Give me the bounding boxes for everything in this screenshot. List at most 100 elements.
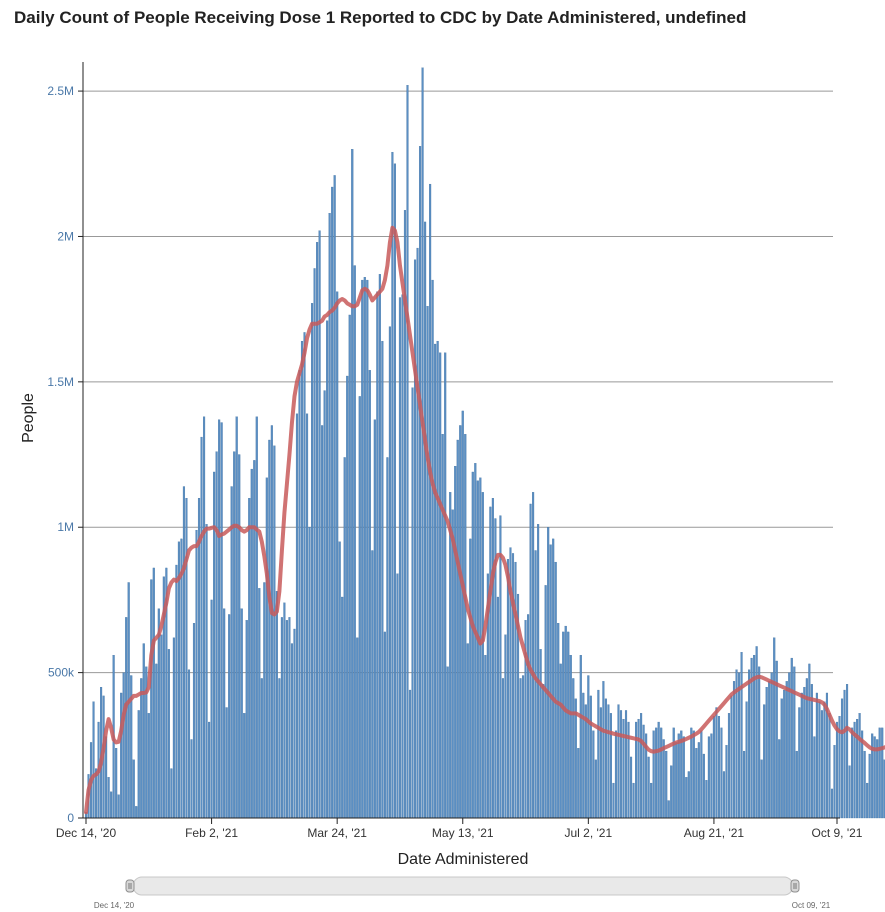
bar[interactable] [431, 279, 434, 819]
bar[interactable] [763, 704, 766, 819]
range-selector-track[interactable] [132, 876, 794, 896]
bar[interactable] [338, 541, 341, 819]
bar[interactable] [120, 692, 123, 819]
average-line[interactable] [84, 225, 885, 815]
bar[interactable] [820, 710, 823, 819]
bar[interactable] [255, 416, 258, 819]
bar[interactable] [250, 468, 253, 819]
bar[interactable] [547, 527, 550, 819]
bar[interactable] [514, 561, 517, 819]
bar[interactable] [187, 669, 191, 819]
bar[interactable] [577, 748, 580, 819]
bar[interactable] [529, 503, 532, 819]
bar[interactable] [690, 727, 693, 819]
bar[interactable] [295, 413, 299, 819]
bar[interactable] [602, 681, 605, 819]
bar[interactable] [795, 750, 798, 819]
bar[interactable] [323, 390, 326, 819]
bar[interactable] [147, 713, 150, 819]
bar[interactable] [346, 375, 349, 819]
bar[interactable] [552, 538, 555, 819]
bar[interactable] [715, 707, 718, 819]
bar[interactable] [406, 85, 409, 819]
bar[interactable] [220, 422, 223, 819]
bar[interactable] [866, 782, 869, 819]
bar[interactable] [574, 698, 577, 819]
bar[interactable] [717, 716, 721, 819]
bar[interactable] [815, 692, 818, 819]
bar[interactable] [366, 279, 369, 819]
bar[interactable] [665, 750, 668, 819]
bar[interactable] [770, 672, 773, 819]
bar[interactable] [778, 739, 781, 819]
bar[interactable] [614, 730, 618, 819]
bar[interactable] [484, 655, 487, 819]
bar[interactable] [534, 550, 537, 819]
bar[interactable] [202, 416, 206, 819]
bar[interactable] [413, 259, 417, 819]
bar[interactable] [732, 681, 736, 819]
bar[interactable] [328, 213, 331, 819]
bar[interactable] [313, 268, 316, 819]
range-selector[interactable]: Dec 14, '20 Oct 09, '21 [94, 876, 831, 910]
bar[interactable] [818, 701, 821, 819]
bar[interactable] [544, 585, 547, 819]
bar[interactable] [353, 265, 356, 819]
bar[interactable] [290, 643, 294, 819]
bar[interactable] [205, 524, 208, 819]
bar[interactable] [768, 681, 771, 819]
bar[interactable] [303, 332, 306, 819]
bar[interactable] [137, 710, 140, 819]
bar[interactable] [451, 509, 454, 819]
bar[interactable] [356, 637, 359, 819]
bar[interactable] [343, 457, 346, 819]
bar[interactable] [647, 756, 650, 819]
bar[interactable] [195, 529, 198, 819]
bar[interactable] [840, 698, 844, 819]
bar[interactable] [408, 689, 412, 819]
bar[interactable] [632, 782, 635, 819]
bar[interactable] [208, 721, 211, 819]
bar[interactable] [341, 596, 344, 819]
bar[interactable] [358, 396, 361, 819]
bar[interactable] [853, 721, 856, 819]
bar[interactable] [157, 608, 160, 819]
bar[interactable] [115, 748, 118, 819]
bar[interactable] [283, 602, 286, 819]
bar[interactable] [444, 352, 447, 819]
bar[interactable] [790, 657, 793, 819]
bar[interactable] [589, 695, 592, 819]
bar[interactable] [506, 559, 510, 819]
bar[interactable] [707, 736, 710, 819]
bar[interactable] [449, 492, 452, 819]
bar[interactable] [421, 67, 424, 819]
bar[interactable] [318, 230, 321, 819]
bar[interactable] [878, 727, 881, 819]
bar[interactable] [572, 678, 575, 819]
bar[interactable] [687, 771, 690, 819]
bar[interactable] [532, 492, 535, 819]
bar[interactable] [765, 687, 768, 819]
bar[interactable] [192, 623, 196, 819]
bar[interactable] [667, 800, 670, 819]
bar[interactable] [642, 724, 645, 819]
bar[interactable] [177, 541, 180, 819]
bar[interactable] [300, 340, 304, 819]
bar[interactable] [393, 163, 397, 819]
bar[interactable] [388, 326, 391, 819]
bar[interactable] [110, 791, 113, 819]
bar[interactable] [474, 463, 477, 819]
bar[interactable] [331, 186, 334, 819]
bar[interactable] [316, 242, 319, 819]
bar[interactable] [479, 477, 482, 819]
bar[interactable] [140, 678, 143, 819]
bar[interactable] [275, 591, 278, 819]
bar[interactable] [326, 320, 329, 819]
bar[interactable] [788, 672, 791, 819]
bar[interactable] [539, 649, 542, 819]
bar[interactable] [617, 704, 620, 819]
bar[interactable] [285, 620, 288, 819]
bar[interactable] [373, 419, 376, 819]
bar[interactable] [439, 352, 442, 819]
